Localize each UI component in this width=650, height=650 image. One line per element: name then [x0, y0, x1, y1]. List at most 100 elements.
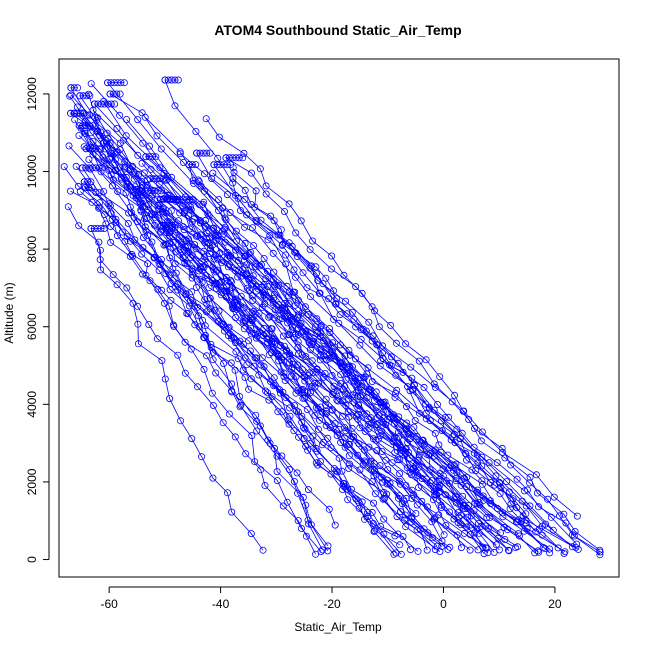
- data-point: [158, 357, 166, 365]
- data-point: [258, 354, 266, 362]
- data-point: [112, 148, 120, 156]
- data-point: [351, 377, 359, 385]
- data-point: [123, 116, 131, 124]
- data-point: [458, 492, 466, 500]
- data-point: [293, 469, 301, 477]
- data-point: [333, 431, 341, 439]
- data-point: [317, 322, 325, 330]
- profile-line: [76, 106, 329, 547]
- data-point: [208, 241, 216, 249]
- data-point: [504, 546, 512, 554]
- data-point: [235, 154, 243, 162]
- data-point: [110, 79, 118, 87]
- data-point: [319, 280, 327, 288]
- data-point: [200, 365, 208, 373]
- data-point: [386, 361, 394, 369]
- profile-line: [70, 190, 411, 550]
- data-point: [285, 200, 293, 208]
- data-point: [347, 485, 355, 493]
- data-point: [330, 382, 338, 390]
- data-point: [84, 178, 92, 186]
- data-point: [322, 407, 330, 415]
- data-point: [94, 127, 102, 135]
- data-point: [245, 276, 253, 284]
- data-point: [345, 346, 353, 354]
- data-point: [188, 161, 196, 169]
- data-point: [239, 154, 247, 162]
- data-point: [243, 270, 251, 278]
- data-point: [285, 466, 293, 474]
- data-point: [291, 273, 299, 281]
- data-point: [176, 246, 184, 254]
- data-point: [415, 451, 423, 459]
- data-point: [168, 221, 176, 229]
- data-point: [174, 351, 182, 359]
- data-point: [113, 149, 121, 157]
- data-point: [213, 161, 221, 169]
- profile-line: [213, 164, 577, 545]
- data-point: [107, 209, 115, 217]
- data-point: [141, 223, 149, 231]
- data-point: [245, 286, 253, 294]
- data-point: [171, 260, 179, 268]
- data-point: [436, 469, 444, 477]
- data-point: [107, 238, 115, 246]
- data-point: [391, 449, 399, 457]
- data-point: [163, 191, 171, 199]
- data-point: [422, 356, 430, 364]
- data-point: [368, 303, 376, 311]
- data-point: [241, 195, 249, 203]
- data-point: [334, 397, 342, 405]
- data-point: [266, 377, 274, 385]
- data-point: [80, 143, 88, 151]
- data-point: [192, 127, 200, 135]
- data-point: [241, 373, 249, 381]
- data-point: [444, 451, 452, 459]
- data-point: [415, 483, 423, 491]
- data-point: [164, 76, 172, 84]
- data-point: [184, 212, 192, 220]
- data-point: [65, 142, 73, 150]
- data-point: [317, 329, 325, 337]
- data-point: [192, 283, 200, 291]
- data-point: [174, 76, 182, 84]
- data-point: [410, 423, 418, 431]
- data-point: [401, 511, 409, 519]
- data-point: [120, 79, 128, 87]
- data-point: [428, 477, 436, 485]
- data-point: [361, 459, 369, 467]
- data-point: [249, 280, 257, 288]
- data-point: [66, 92, 74, 100]
- data-point: [217, 259, 225, 267]
- data-point: [228, 388, 236, 396]
- data-point: [474, 486, 482, 494]
- data-point: [102, 220, 110, 228]
- data-point: [433, 400, 441, 408]
- data-point: [312, 459, 320, 467]
- data-point: [475, 529, 483, 537]
- data-point: [215, 195, 223, 203]
- data-point: [198, 257, 206, 265]
- data-point: [506, 505, 514, 513]
- data-point: [209, 474, 217, 482]
- data-point: [170, 195, 178, 203]
- data-point: [113, 90, 121, 98]
- data-point: [410, 381, 418, 389]
- data-point: [456, 435, 464, 443]
- data-point: [255, 371, 263, 379]
- data-point: [400, 516, 408, 524]
- data-point: [215, 250, 223, 258]
- data-point: [374, 435, 382, 443]
- data-point: [251, 263, 259, 271]
- data-point: [260, 363, 268, 371]
- data-point: [140, 169, 148, 177]
- data-point: [116, 139, 124, 147]
- data-point: [80, 182, 88, 190]
- data-point: [278, 356, 286, 364]
- data-point: [223, 191, 231, 199]
- data-point: [142, 153, 150, 161]
- data-point: [277, 368, 285, 376]
- data-point: [383, 480, 391, 488]
- data-point: [156, 175, 164, 183]
- data-point: [337, 438, 345, 446]
